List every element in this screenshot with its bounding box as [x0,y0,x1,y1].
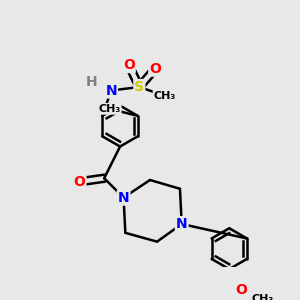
Text: H: H [86,75,98,89]
Text: N: N [118,190,129,205]
Text: O: O [149,62,161,76]
Text: S: S [134,80,144,94]
Text: O: O [123,58,135,72]
Text: N: N [176,217,188,231]
Text: CH₃: CH₃ [252,294,274,300]
Text: O: O [74,175,86,189]
Text: N: N [105,83,117,98]
Text: CH₃: CH₃ [98,104,121,114]
Text: O: O [236,283,248,297]
Text: CH₃: CH₃ [154,91,176,101]
